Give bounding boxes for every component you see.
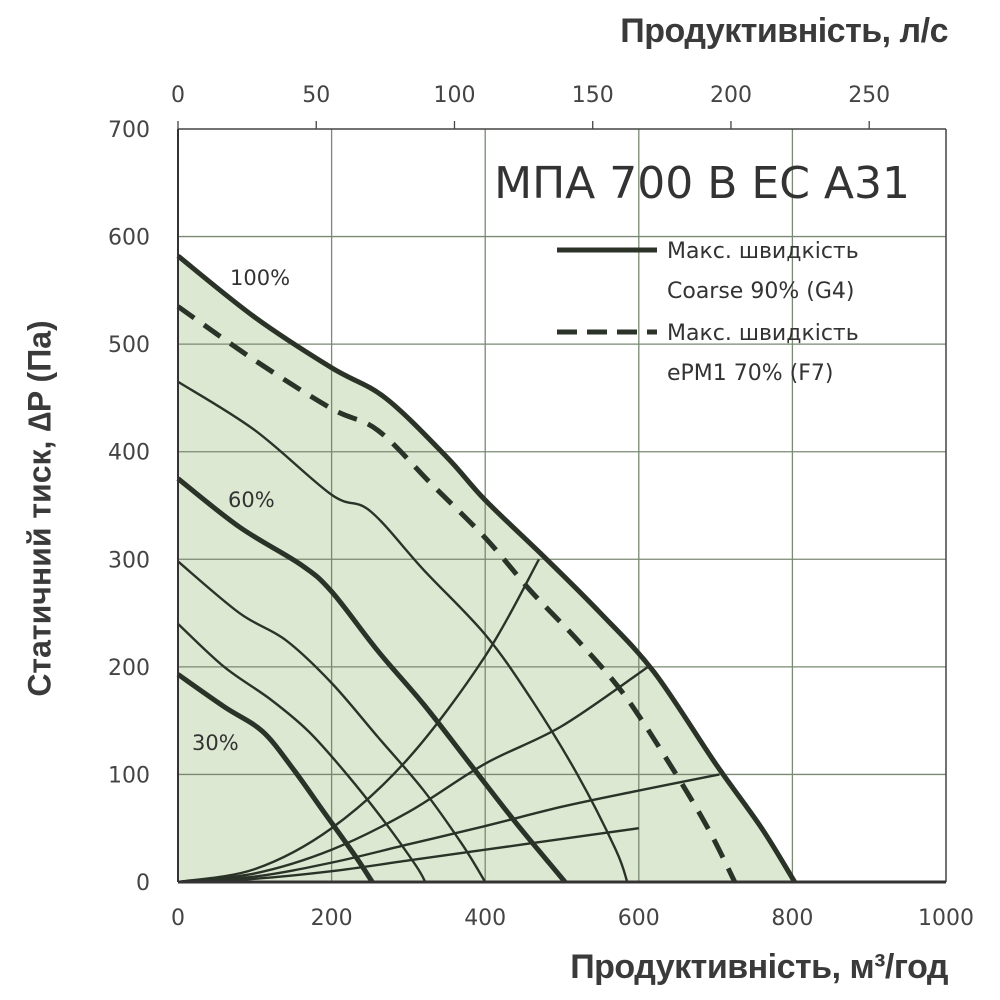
- top-axis-title: Продуктивність, л/с: [620, 12, 948, 50]
- svg-text:300: 300: [108, 548, 150, 573]
- legend-dashed-label-1: Макс. швидкість: [667, 321, 859, 346]
- svg-text:700: 700: [108, 118, 150, 143]
- curve-system-curve-2: [177, 665, 649, 884]
- svg-text:200: 200: [710, 83, 752, 108]
- curve--epm1-70%-f7-: [176, 304, 738, 884]
- axes: 0 200 400 600 800 1000 0 100 200 300 400 500 600 700 0…: [108, 83, 974, 931]
- curve-30%: [176, 672, 375, 884]
- curve-50%: [177, 560, 487, 883]
- curve-40%: [177, 622, 427, 883]
- svg-text:100: 100: [108, 763, 150, 788]
- curve-system-curve-4: [177, 827, 639, 884]
- svg-text:200: 200: [311, 906, 353, 931]
- svg-text:0: 0: [171, 906, 185, 931]
- curve-system-curve-1: [177, 558, 541, 884]
- label-60-percent: 60%: [228, 488, 275, 512]
- svg-text:400: 400: [464, 906, 506, 931]
- legend: Макс. швидкість Coarse 90% (G4) Макс. шв…: [557, 239, 859, 386]
- svg-text:0: 0: [136, 871, 150, 896]
- curve-80%: [177, 380, 629, 883]
- svg-text:600: 600: [108, 226, 150, 251]
- fan-curves: [176, 253, 797, 884]
- svg-text:400: 400: [108, 441, 150, 466]
- grid: [178, 129, 946, 882]
- legend-solid-label-2: Coarse 90% (G4): [667, 279, 854, 304]
- svg-text:600: 600: [618, 906, 660, 931]
- svg-text:500: 500: [108, 333, 150, 358]
- bottom-axis-title: Продуктивність, м³/год: [570, 948, 948, 986]
- legend-solid-label-1: Макс. швидкість: [667, 239, 859, 264]
- svg-text:0: 0: [171, 83, 185, 108]
- svg-text:250: 250: [848, 83, 890, 108]
- svg-text:150: 150: [572, 83, 614, 108]
- model-title: МПА 700 В ЕС А31: [494, 158, 910, 209]
- svg-text:50: 50: [302, 83, 330, 108]
- svg-text:200: 200: [108, 656, 150, 681]
- svg-text:100: 100: [433, 83, 475, 108]
- label-100-percent: 100%: [230, 266, 290, 290]
- curve-system-curve-3: [177, 773, 720, 884]
- legend-dashed-label-2: ePM1 70% (F7): [667, 361, 833, 386]
- svg-text:800: 800: [771, 906, 813, 931]
- label-30-percent: 30%: [192, 731, 239, 755]
- svg-text:1000: 1000: [918, 906, 974, 931]
- curve-100%-coarse-90%-g4-: [176, 253, 797, 884]
